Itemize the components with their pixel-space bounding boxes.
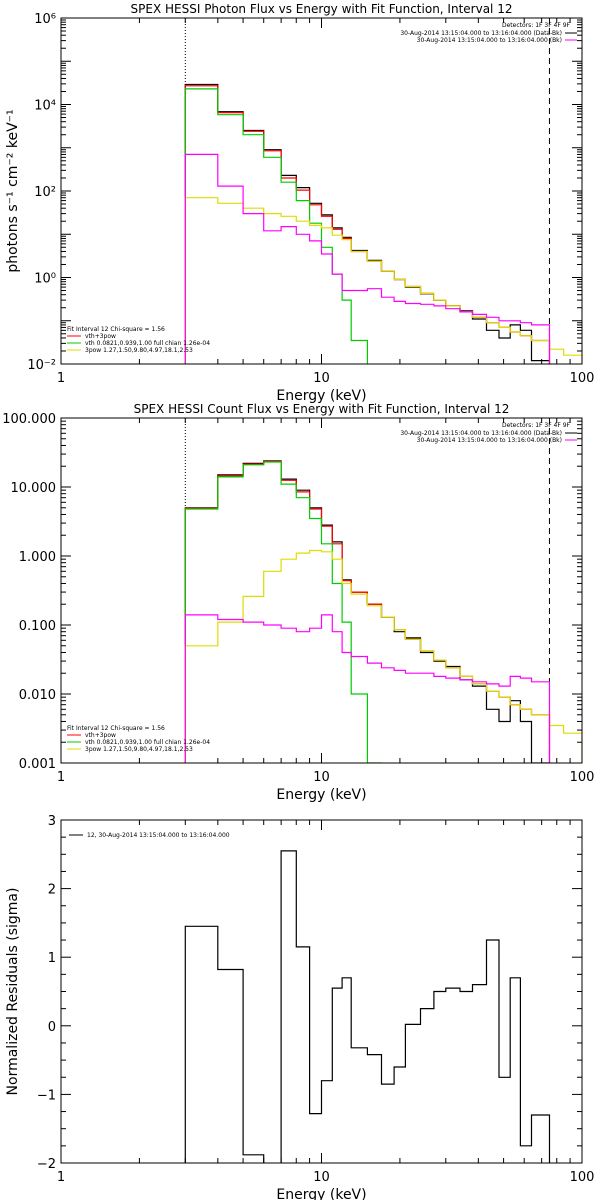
- y-tick-label: 10⁴: [34, 99, 56, 114]
- ticks: [61, 418, 582, 764]
- series-3pow: [184, 549, 582, 763]
- fit-legend-entry: 3pow 1.27,1.50,9.80,4.97,18.1,2.53: [85, 347, 193, 354]
- y-tick-label: 10²: [34, 185, 56, 200]
- ticks: [61, 819, 582, 1164]
- fit-legend-entry: 3pow 1.27,1.50,9.80,4.97,18.1,2.53: [85, 746, 193, 753]
- x-tick-label: 1: [57, 371, 65, 386]
- x-tick-label: 1: [57, 1170, 65, 1185]
- legend-entry: 30-Aug-2014 13:15:04.000 to 13:16:04.000…: [417, 437, 562, 444]
- plot-frame: [60, 417, 583, 764]
- fit-legend-entry: Fit Interval 12 Chi-square = 1.56: [67, 326, 165, 333]
- chart-title: SPEX HESSI Count Flux vs Energy with Fit…: [134, 402, 510, 416]
- y-tick-label: 3: [48, 814, 56, 829]
- fit-legend-entry: vth 0.0821,0.939,1.00 full chian 1.26e-0…: [85, 340, 210, 347]
- y-tick-label: 0.100: [19, 619, 56, 634]
- panel-2: SPEX HESSI Count Flux vs Energy with Fit…: [2, 402, 594, 803]
- y-tick-label: 0: [48, 1020, 56, 1035]
- y-tick-label: 0.001: [19, 757, 56, 772]
- y-tick-label: 1: [48, 951, 56, 966]
- series-group: [184, 83, 582, 364]
- y-tick-label: 0.010: [19, 688, 56, 703]
- series-vth-3pow: [184, 85, 551, 364]
- y-tick-label: 10⁶: [34, 12, 56, 27]
- legend-entry: 12, 30-Aug-2014 13:15:04.000 to 13:16:04…: [87, 832, 230, 839]
- legend-entry: 30-Aug-2014 13:15:04.000 to 13:16:04.000…: [400, 430, 562, 437]
- series-vth: [184, 461, 383, 763]
- y-axis-label: Normalized Residuals (sigma): [5, 888, 21, 1096]
- y-tick-label: −2: [37, 1157, 56, 1172]
- y-tick-label: 2: [48, 883, 56, 898]
- detectors-label: Detectors: 1F 3F 4F 9F: [502, 22, 571, 29]
- x-tick-label: 100: [570, 1170, 595, 1185]
- x-axis-label: Energy (keV): [276, 388, 366, 404]
- legend-entry: 30-Aug-2014 13:15:04.000 to 13:16:04.000…: [417, 37, 562, 44]
- x-tick-label: 1: [57, 770, 65, 785]
- y-tick-label: 1.000: [19, 550, 56, 565]
- plot-frame: [60, 819, 583, 1164]
- fit-legend-entry: vth 0.0821,0.939,1.00 full chian 1.26e-0…: [85, 739, 210, 746]
- series-group: [184, 850, 551, 1163]
- series-residuals: [184, 850, 551, 1163]
- x-tick-label: 10: [313, 371, 330, 386]
- x-tick-label: 10: [313, 770, 330, 785]
- series-data-bk: [184, 83, 551, 364]
- y-tick-label: 10⁻²: [27, 358, 56, 373]
- y-axis-label: photons s⁻¹ cm⁻² keV⁻¹: [5, 109, 21, 272]
- detectors-label: Detectors: 1F 3F 4F 9F: [502, 422, 571, 429]
- y-tick-label: −1: [37, 1088, 56, 1103]
- series-vth: [184, 88, 368, 364]
- panel-1: SPEX HESSI Photon Flux vs Energy with Fi…: [5, 2, 594, 404]
- legend-entry: 30-Aug-2014 13:15:04.000 to 13:16:04.000…: [400, 30, 562, 37]
- y-tick-label: 10⁰: [34, 272, 56, 287]
- series-group: [184, 460, 582, 763]
- x-axis-label: Energy (keV): [276, 787, 366, 803]
- fit-legend-entry: vth+3pow: [85, 333, 116, 340]
- series-bk: [184, 614, 551, 763]
- x-axis-label: Energy (keV): [276, 1187, 366, 1200]
- y-tick-label: 100.000: [2, 412, 56, 427]
- panel-3: 1 10 100 −2 −1 0 1 2 3 Energy (keV) Normalized Res…: [5, 814, 594, 1200]
- series-bk: [184, 153, 551, 364]
- x-tick-label: 100: [570, 770, 595, 785]
- plot-frame: [60, 17, 583, 365]
- y-tick-label: 10.000: [11, 481, 57, 496]
- chart-title: SPEX HESSI Photon Flux vs Energy with Fi…: [131, 2, 513, 16]
- ticks: [61, 18, 582, 365]
- x-tick-label: 100: [570, 371, 595, 386]
- fit-legend-entry: Fit Interval 12 Chi-square = 1.56: [67, 725, 165, 732]
- series-3pow: [184, 197, 582, 364]
- fit-legend-entry: vth+3pow: [85, 732, 116, 739]
- x-tick-label: 10: [313, 1170, 330, 1185]
